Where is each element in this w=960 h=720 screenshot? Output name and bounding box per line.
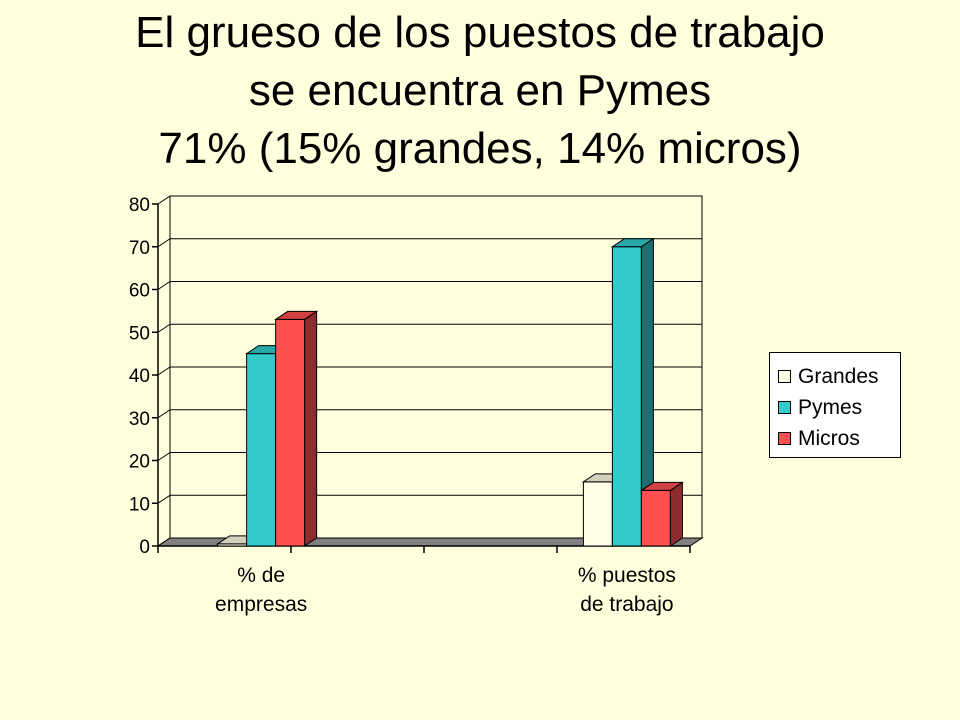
gridline-side xyxy=(157,323,171,333)
y-tick-label: 40 xyxy=(129,366,150,387)
legend-label-micros: Micros xyxy=(798,426,860,450)
gridline-side xyxy=(157,281,171,290)
legend-swatch-micros xyxy=(778,432,791,445)
title-line-3: 71% (15% grandes, 14% micros) xyxy=(158,124,802,173)
chart-legend: Grandes Pymes Micros xyxy=(769,352,901,458)
x-tick-label: % de xyxy=(237,564,285,587)
legend-item-micros: Micros xyxy=(778,423,900,454)
y-tick-label: 30 xyxy=(129,409,150,430)
gridline-side xyxy=(157,409,171,419)
gridline-side xyxy=(157,366,171,376)
legend-swatch-grandes xyxy=(778,370,791,383)
y-tick-label: 0 xyxy=(139,537,150,558)
y-tick-label: 80 xyxy=(129,195,150,216)
gridline-side xyxy=(157,238,171,248)
bar-pymes-1 xyxy=(611,246,642,547)
y-tick-label: 20 xyxy=(129,452,150,473)
legend-label-grandes: Grandes xyxy=(798,364,879,388)
chart-title: El grueso de los puestos de trabajo se e… xyxy=(0,4,960,178)
y-tick-label: 60 xyxy=(129,281,150,302)
x-tick-label: empresas xyxy=(215,593,307,616)
bar-pymes-0 xyxy=(246,353,277,547)
x-tick-label: % puestos xyxy=(578,564,676,587)
bar-micros-0 xyxy=(275,318,306,547)
bar-micros-0-side xyxy=(304,310,318,547)
bar-micros-1-side xyxy=(669,481,683,547)
y-tick-label: 50 xyxy=(129,323,150,344)
y-tick-label: 70 xyxy=(129,238,150,259)
gridline-side xyxy=(157,494,171,504)
gridline-side xyxy=(157,195,171,205)
y-tick-label: 10 xyxy=(129,494,150,515)
bar-grandes-1 xyxy=(582,481,613,547)
legend-swatch-pymes xyxy=(778,401,791,414)
title-line-1: El grueso de los puestos de trabajo xyxy=(135,8,825,57)
legend-label-pymes: Pymes xyxy=(798,395,863,419)
gridline-side xyxy=(157,452,171,461)
title-line-2: se encuentra en Pymes xyxy=(248,66,712,115)
legend-item-grandes: Grandes xyxy=(778,361,900,392)
x-tick-label: de trabajo xyxy=(580,593,673,616)
legend-item-pymes: Pymes xyxy=(778,392,900,423)
bar-micros-1 xyxy=(640,489,671,547)
